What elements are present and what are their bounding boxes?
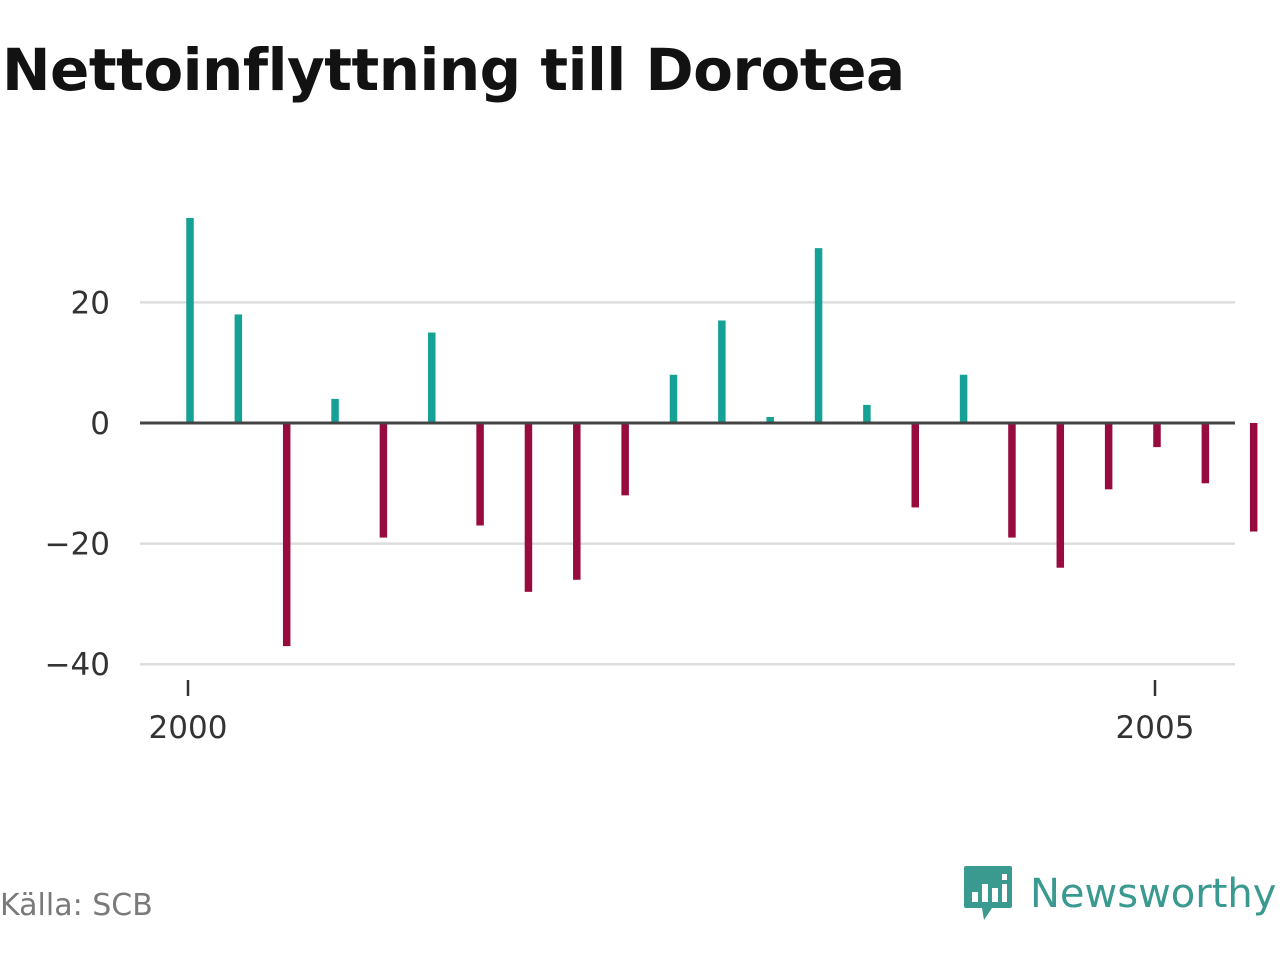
y-tick-label: −40 bbox=[45, 647, 110, 683]
bar-2004Q2 bbox=[1008, 423, 1016, 538]
bars-layer bbox=[186, 217, 1258, 647]
bar-2002Q2 bbox=[621, 423, 629, 496]
x-tick-label: 2000 bbox=[149, 710, 228, 746]
chart-title: Nettoinflyttning till Dorotea bbox=[2, 36, 905, 104]
brand-name: Newsworthy bbox=[1030, 871, 1277, 917]
bar-2000Q2 bbox=[234, 314, 243, 423]
bar-2002Q1 bbox=[573, 423, 581, 580]
bar-chart-speech-bubble-icon bbox=[964, 866, 1012, 920]
bar-2003Q2 bbox=[814, 248, 823, 423]
bar-2001Q3 bbox=[476, 423, 484, 526]
bar-2000Q4 bbox=[331, 398, 339, 423]
bar-2001Q2 bbox=[428, 332, 436, 423]
source-note: Källa: SCB bbox=[0, 888, 153, 923]
bar-2000Q3 bbox=[282, 423, 291, 647]
y-tick-label: −20 bbox=[45, 527, 110, 563]
y-tick-label: 20 bbox=[71, 285, 110, 321]
bar-2001Q4 bbox=[524, 423, 533, 592]
axis-layer: 200−20−40200020052010201520202025 bbox=[45, 285, 1195, 746]
bar-2005Q1 bbox=[1153, 423, 1161, 448]
bar-2003Q3 bbox=[863, 404, 871, 423]
bar-2005Q2 bbox=[1201, 423, 1210, 484]
bar-2000Q1 bbox=[186, 217, 194, 423]
bar-2001Q1 bbox=[379, 423, 388, 538]
bar-2002Q4 bbox=[718, 320, 726, 423]
x-tick-label: 2005 bbox=[1116, 710, 1195, 746]
bar-2003Q1 bbox=[766, 416, 774, 423]
bar-2002Q3 bbox=[669, 374, 678, 423]
y-tick-label: 0 bbox=[90, 406, 110, 442]
bar-2005Q3 bbox=[1249, 423, 1258, 532]
grid-layer bbox=[140, 301, 1235, 666]
bar-2004Q4 bbox=[1104, 423, 1113, 490]
bar-2004Q1 bbox=[959, 374, 968, 423]
brand-logo[interactable]: Newsworthy bbox=[962, 864, 1276, 924]
bar-2004Q3 bbox=[1056, 423, 1065, 568]
bar-2003Q4 bbox=[911, 423, 919, 508]
